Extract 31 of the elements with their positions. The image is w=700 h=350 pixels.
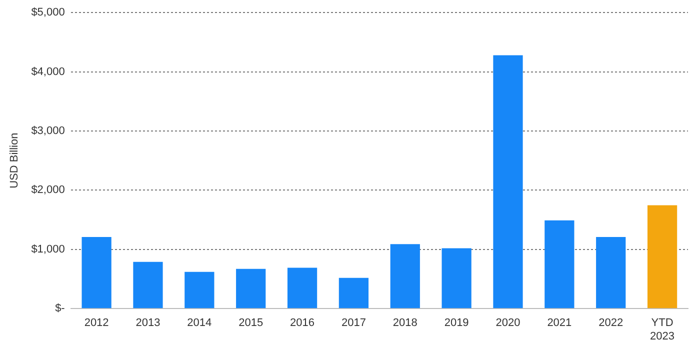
bar: [338, 278, 369, 308]
bar: [442, 248, 472, 308]
y-axis-title: USD Billion: [8, 132, 21, 188]
x-tick-label: 2013: [136, 317, 160, 330]
bar: [390, 244, 420, 308]
x-tick-label: 2020: [496, 317, 520, 330]
bar: [133, 262, 163, 308]
y-tick-label: $5,000: [31, 6, 65, 19]
x-tick-label: 2018: [392, 317, 418, 330]
x-tick-label: 2012: [84, 317, 109, 330]
x-tick-label: 2022: [598, 317, 624, 330]
y-tick-label: $2,000: [31, 184, 65, 196]
bar: [596, 236, 626, 308]
bar: [493, 55, 523, 308]
x-tick-label: 2014: [187, 317, 212, 330]
x-tick-label: 2021: [547, 317, 572, 330]
x-tick-label: 2016: [290, 317, 315, 330]
bar: [236, 268, 266, 308]
x-tick-label: 2017: [341, 317, 366, 330]
bar: [647, 205, 678, 308]
bar: [544, 220, 574, 308]
y-tick-label: $-: [55, 302, 66, 315]
bar: [82, 236, 112, 308]
bar: [287, 268, 318, 308]
x-tick-label: 2019: [444, 317, 469, 330]
y-tick-label: $3,000: [31, 125, 65, 138]
y-tick-label: $1,000: [31, 243, 65, 256]
x-tick-label: YTD 2023: [650, 317, 675, 342]
bar: [184, 272, 214, 308]
y-tick-label: $4,000: [31, 66, 65, 78]
x-tick-label: 2015: [238, 317, 264, 330]
